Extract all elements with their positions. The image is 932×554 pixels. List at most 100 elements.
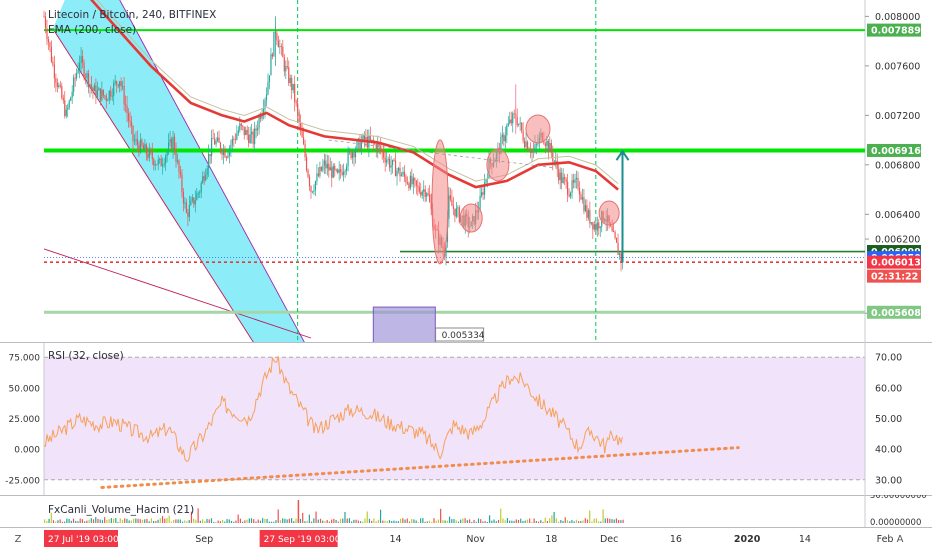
rsi-chart[interactable]: 70.00 60.00 50.00 40.00 30.00 75.000 50.000 25.… [0, 342, 932, 495]
volume-bar [217, 520, 219, 523]
price-tick-label: 0.006800 [875, 160, 920, 171]
candle-body [319, 166, 321, 176]
candle-body [144, 144, 146, 150]
volume-bar [257, 519, 259, 523]
candle-body [620, 253, 622, 263]
candle-body [595, 224, 597, 231]
time-highlight-tag[interactable] [259, 530, 338, 547]
volume-bar [177, 519, 179, 523]
candle-body [71, 91, 73, 98]
price-range-box[interactable] [372, 306, 436, 345]
highlight-ellipse[interactable] [431, 139, 449, 265]
candle-body [50, 47, 53, 62]
highlight-ellipse[interactable] [525, 114, 551, 144]
price-label-tag[interactable] [867, 269, 921, 283]
candle-body [409, 175, 411, 189]
pane-divider[interactable] [0, 495, 932, 496]
candle-body [521, 122, 523, 131]
volume-bar [90, 518, 92, 523]
candle-body [451, 199, 453, 206]
volume-bar [308, 514, 310, 523]
price-label-tag[interactable] [867, 255, 921, 269]
volume-bar [346, 518, 348, 523]
volume-bar [535, 520, 537, 523]
volume-bar [388, 520, 391, 523]
price-pane[interactable]: 0.005334 0.008000 0.007600 0.007200 0.006800… [0, 0, 932, 363]
time-axis-svg[interactable]: Sep1614Nov18Dec16202014Feb27 Jul '19 03:… [0, 527, 932, 550]
support-trendline[interactable] [43, 248, 312, 339]
timezone-button[interactable]: Z [15, 534, 22, 545]
candle-body [273, 31, 275, 57]
candle-body [86, 73, 88, 78]
volume-bar [126, 518, 128, 523]
candle-body [200, 183, 202, 193]
volume-bar [326, 520, 328, 523]
volume-bar [578, 521, 580, 523]
price-tick-label: 0.006200 [875, 235, 920, 246]
neckline-trendline[interactable] [328, 139, 561, 169]
candle-body [340, 169, 342, 173]
volume-bar [549, 518, 551, 523]
volume-bar [484, 521, 486, 523]
target-arrow-head[interactable] [615, 149, 630, 161]
volume-bar [402, 518, 404, 523]
candle-body [270, 54, 272, 76]
volume-bar [415, 520, 417, 523]
volume-bar [306, 520, 308, 523]
volume-bar [226, 519, 228, 523]
time-axis[interactable]: Sep1614Nov18Dec16202014Feb27 Jul '19 03:… [0, 527, 932, 550]
price-tick-label: 0.006400 [875, 210, 920, 221]
highlight-ellipse[interactable] [598, 200, 620, 226]
volume-bar [311, 521, 313, 523]
candle-body [509, 119, 511, 124]
candle-body [96, 90, 98, 98]
candle-body [558, 169, 560, 181]
candle-body [215, 140, 217, 145]
candle-body [414, 178, 416, 181]
volume-bar [448, 516, 451, 523]
volume-bar [366, 511, 368, 523]
volume-bar [364, 518, 366, 523]
volume-bar [228, 519, 230, 523]
volume-bar [622, 519, 624, 523]
candle-body [393, 159, 395, 161]
candle-body [59, 85, 61, 87]
ema-200-line[interactable] [44, 0, 619, 191]
candle-body [221, 150, 223, 155]
falling-wedge-fill[interactable] [52, 0, 316, 363]
candle-body [390, 165, 392, 168]
volume-pane[interactable]: 50.00000000 0.00000000 FxCanli_Volume_Hac… [0, 491, 932, 528]
price-label-tag[interactable] [867, 143, 921, 157]
price-label-tag[interactable] [867, 23, 921, 37]
price-label-tag[interactable] [867, 305, 921, 319]
volume-bar [81, 519, 84, 523]
candle-body [351, 152, 354, 159]
rsi-line[interactable] [43, 356, 623, 462]
candle-body [239, 123, 241, 131]
candle-body [139, 139, 142, 153]
highlight-ellipse[interactable] [459, 203, 483, 233]
volume-bar [595, 518, 597, 523]
candle-body [328, 163, 330, 171]
candle-body [394, 160, 397, 177]
candle-body [113, 82, 115, 96]
candle-body [421, 191, 423, 196]
volume-bar [533, 518, 535, 523]
candle-body [449, 195, 452, 200]
volume-bar [342, 518, 344, 523]
volume-bar [426, 521, 428, 523]
volume-chart[interactable]: 50.00000000 0.00000000 [0, 491, 932, 528]
highlight-ellipse[interactable] [486, 148, 510, 182]
candle-body [159, 158, 161, 160]
candle-body [181, 174, 183, 192]
candle-body [391, 159, 394, 166]
auto-scale-button[interactable]: A [897, 534, 904, 545]
rsi-trendline[interactable] [100, 446, 740, 489]
price-chart[interactable]: 0.005334 0.008000 0.007600 0.007200 0.006800… [0, 0, 932, 363]
rsi-pane[interactable]: 70.00 60.00 50.00 40.00 30.00 75.000 50.000 25.… [0, 342, 932, 495]
candle-body [346, 166, 348, 171]
time-highlight-tag[interactable] [44, 530, 118, 547]
volume-bar [44, 519, 46, 523]
volume-bar [239, 518, 241, 523]
pane-divider[interactable] [0, 342, 932, 343]
